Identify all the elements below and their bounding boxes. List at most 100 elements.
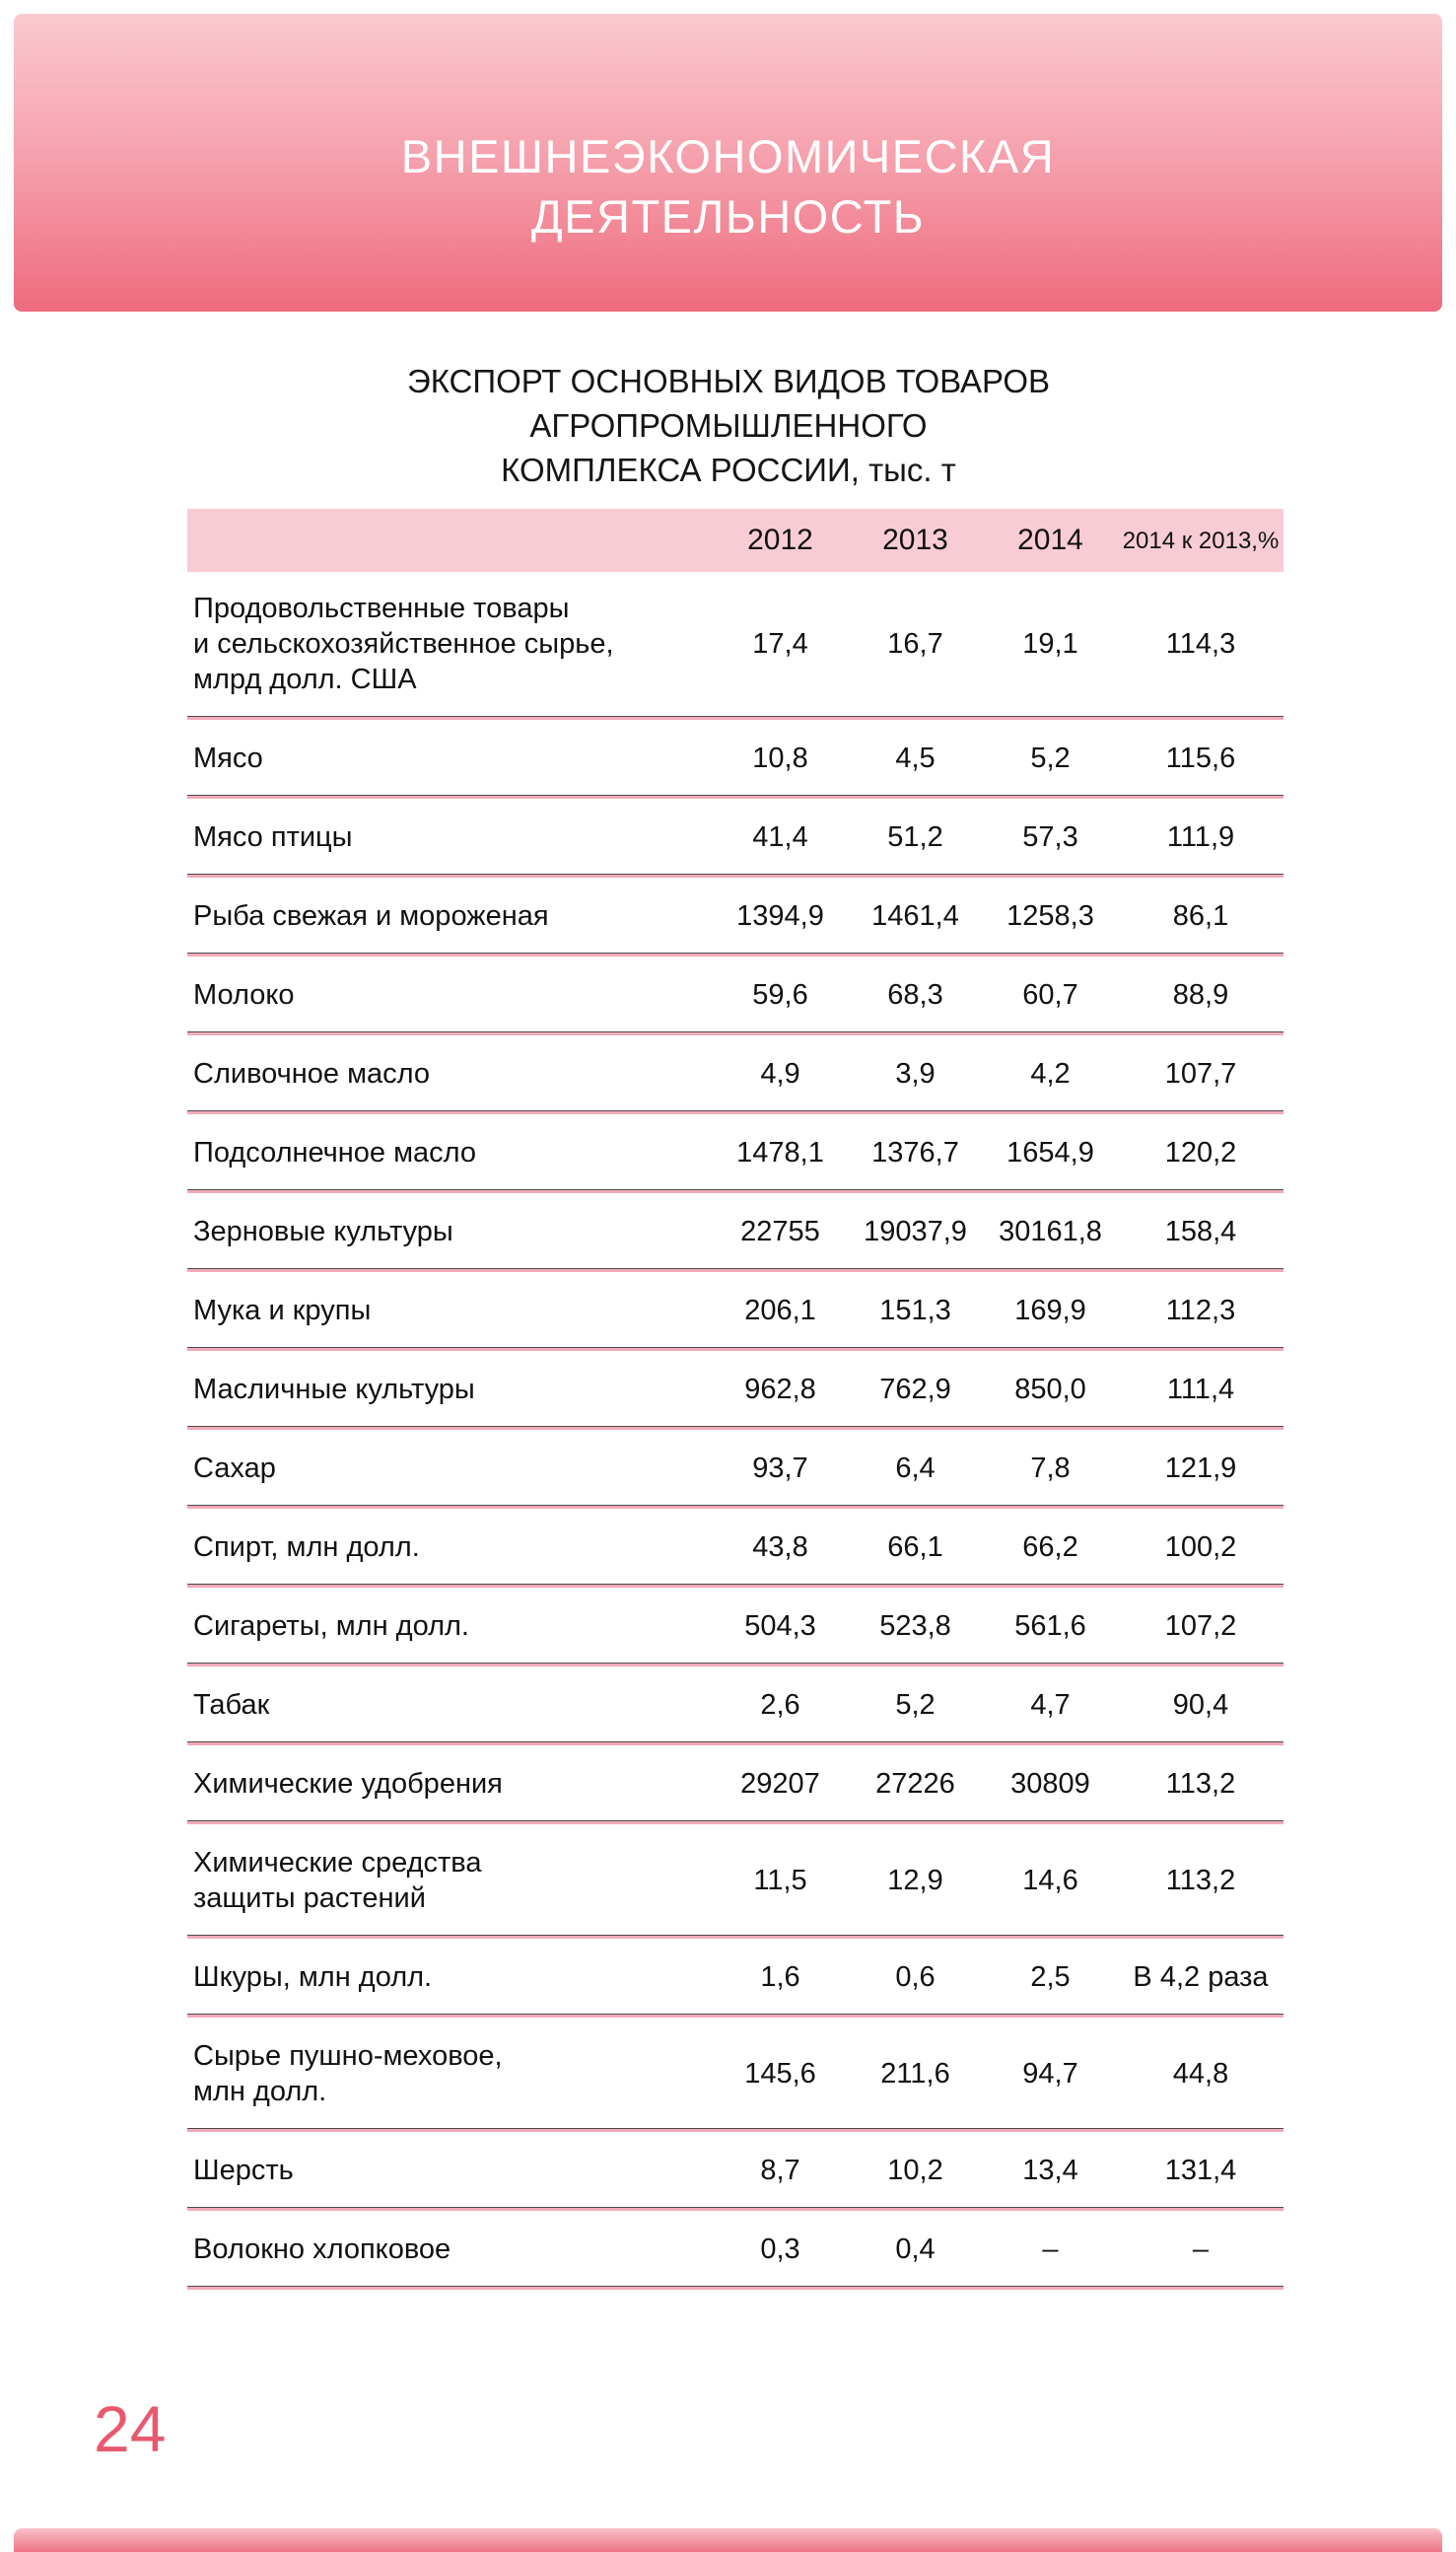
row-value: – [1192, 2233, 1210, 2265]
table-title: ЭКСПОРТ ОСНОВНЫХ ВИДОВ ТОВАРОВ АГРОПРОМЫ… [180, 359, 1277, 492]
row-label: Подсолнечное масло [193, 1137, 477, 1169]
row-value: 114,3 [1165, 628, 1236, 660]
row-value: 14,6 [1022, 1865, 1078, 1896]
column-header: 2012 [747, 524, 813, 556]
row-value: 4,7 [1030, 1689, 1071, 1721]
table-row: Рыба свежая и мороженая 1394,9 1461,4 1258,… [187, 880, 1283, 957]
row-value: 12,9 [887, 1865, 943, 1896]
row-value: 57,3 [1022, 821, 1078, 853]
row-value: 5,2 [1030, 743, 1071, 774]
row-value: 5,2 [895, 1689, 936, 1721]
row-value: 17,4 [752, 628, 808, 660]
column-header: 2014 к 2013,% [1122, 527, 1280, 554]
table-row: Сигареты, млн долл. 504,3 523,8 561,6 107,2 [187, 1590, 1283, 1666]
row-label: Мука и крупы [193, 1295, 372, 1326]
row-value: 762,9 [879, 1374, 951, 1405]
row-value: 151,3 [879, 1295, 951, 1326]
row-value: 66,2 [1022, 1531, 1078, 1563]
row-value: 68,3 [887, 979, 943, 1011]
row-label: Химические средства защиты растений [193, 1847, 482, 1914]
table-row: Зерновые культуры 22755 19037,9 30161,8 158,… [187, 1195, 1283, 1272]
page-header: ВНЕШНЕЭКОНОМИЧЕСКАЯ ДЕЯТЕЛЬНОСТЬ [14, 14, 1442, 312]
row-label: Продовольственные товары и сельскохозяйс… [193, 593, 614, 695]
row-value: 131,4 [1164, 2155, 1237, 2186]
row-value: 22755 [740, 1216, 820, 1247]
row-label: Сливочное масло [193, 1058, 431, 1090]
row-value: 504,3 [744, 1610, 816, 1642]
row-value: 19,1 [1022, 628, 1078, 660]
row-value: – [1042, 2233, 1059, 2265]
row-value: 60,7 [1022, 979, 1078, 1011]
row-value: 962,8 [744, 1374, 816, 1405]
row-value: 1258,3 [1006, 900, 1094, 932]
row-value: В 4,2 раза [1133, 1961, 1269, 1993]
table-row: Химические средства защиты растений 11,5 1… [187, 1826, 1283, 1939]
row-value: 211,6 [880, 2058, 950, 2090]
row-label: Масличные культуры [193, 1374, 475, 1405]
table-row: Волокно хлопковое 0,3 0,4 – – [187, 2213, 1283, 2290]
row-value: 100,2 [1164, 1531, 1237, 1563]
row-value: 112,3 [1165, 1295, 1236, 1326]
row-value: 11,5 [753, 1865, 807, 1896]
row-value: 10,2 [887, 2155, 943, 2186]
row-value: 10,8 [752, 743, 808, 774]
row-label: Молоко [193, 979, 295, 1011]
row-value: 4,5 [895, 743, 936, 774]
table-title-line: АГРОПРОМЫШЛЕННОГО [529, 407, 928, 444]
table-row: Сырье пушно-меховое, млн долл. 145,6 211,6… [187, 2020, 1283, 2132]
row-label: Рыба свежая и мороженая [193, 900, 549, 932]
row-label: Сахар [193, 1453, 276, 1484]
row-value: 16,7 [887, 628, 943, 660]
row-value: 206,1 [744, 1295, 816, 1326]
table-row: Шкуры, млн долл. 1,6 0,6 2,5 В 4,2 раза [187, 1941, 1283, 2018]
row-value: 51,2 [887, 821, 943, 853]
row-value: 120,2 [1164, 1137, 1237, 1169]
row-value: 44,8 [1172, 2058, 1229, 2090]
row-value: 88,9 [1172, 979, 1229, 1011]
row-label: Мясо [193, 743, 263, 774]
row-value: 59,6 [752, 979, 808, 1011]
table-title-line: ЭКСПОРТ ОСНОВНЫХ ВИДОВ ТОВАРОВ [406, 363, 1051, 399]
row-value: 7,8 [1030, 1453, 1071, 1484]
table-row: Мясо 10,8 4,5 5,2 115,6 [187, 722, 1283, 799]
row-value: 145,6 [744, 2058, 816, 2090]
row-value: 0,4 [895, 2233, 936, 2265]
row-value: 2,6 [760, 1689, 800, 1721]
row-value: 86,1 [1172, 900, 1229, 932]
row-value: 6,4 [895, 1453, 936, 1484]
table-row: Молоко 59,6 68,3 60,7 88,9 [187, 958, 1283, 1035]
bottom-bar [14, 2528, 1442, 2552]
row-value: 66,1 [887, 1531, 943, 1563]
table-row: Подсолнечное масло 1478,1 1376,7 1654,9 120,… [187, 1116, 1283, 1193]
table-row: Масличные культуры 962,8 762,9 850,0 111,4 [187, 1353, 1283, 1430]
row-value: 27226 [875, 1768, 955, 1800]
row-label: Сигареты, млн долл. [193, 1610, 469, 1642]
table-body: Продовольственные товары и сельскохозяйс… [187, 572, 1283, 2290]
row-value: 1394,9 [736, 900, 824, 932]
table-header-row: 2012 2013 2014 2014 к 2013,% [187, 509, 1283, 572]
row-value: 19037,9 [864, 1216, 967, 1247]
row-value: 30161,8 [999, 1216, 1102, 1247]
table-row: Мясо птицы 41,4 51,2 57,3 111,9 [187, 801, 1283, 878]
row-value: 1,6 [760, 1961, 800, 1993]
table-row: Шерсть 8,7 10,2 13,4 131,4 [187, 2134, 1283, 2211]
table-row: Сахар 93,7 6,4 7,8 121,9 [187, 1432, 1283, 1509]
row-value: 30809 [1010, 1768, 1090, 1800]
row-value: 850,0 [1014, 1374, 1086, 1405]
row-label: Мясо птицы [193, 821, 353, 853]
table-row: Продовольственные товары и сельскохозяйс… [187, 572, 1283, 720]
row-label: Сырье пушно-меховое, млн долл. [193, 2040, 503, 2107]
table-row: Химические удобрения 29207 27226 30809 113,2 [187, 1747, 1283, 1824]
row-value: 8,7 [760, 2155, 800, 2186]
export-table: 2012 2013 2014 2014 к 2013,% Продовольствен… [187, 509, 1283, 2292]
row-value: 43,8 [752, 1531, 808, 1563]
row-value: 111,9 [1166, 821, 1235, 853]
row-label: Волокно хлопковое [193, 2233, 451, 2265]
row-value: 111,4 [1166, 1374, 1235, 1405]
row-value: 113,2 [1165, 1865, 1236, 1896]
row-value: 2,5 [1030, 1961, 1071, 1993]
row-value: 0,3 [760, 2233, 800, 2265]
row-value: 1376,7 [871, 1137, 959, 1169]
table-row: Сливочное масло 4,9 3,9 4,2 107,7 [187, 1037, 1283, 1114]
table-title-line: КОМПЛЕКСА РОССИИ, тыс. т [501, 452, 956, 488]
